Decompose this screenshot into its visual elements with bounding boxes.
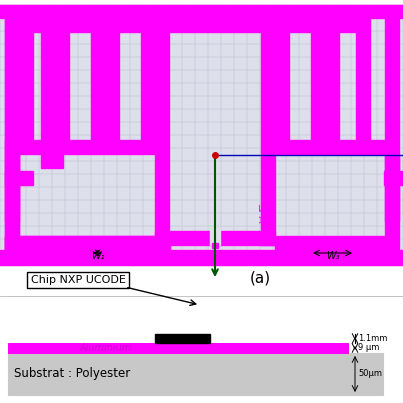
- Bar: [5, 154, 19, 221]
- Bar: [275, 32, 289, 140]
- Bar: [5, 171, 33, 185]
- Bar: [19, 18, 55, 32]
- Bar: [141, 32, 155, 140]
- Bar: [155, 32, 169, 245]
- Bar: [0, 296, 403, 403]
- Bar: [55, 32, 69, 140]
- Bar: [5, 18, 19, 250]
- Bar: [261, 32, 275, 245]
- Bar: [212, 243, 218, 248]
- Bar: [275, 236, 398, 250]
- Bar: [8, 343, 348, 353]
- Bar: [155, 334, 210, 343]
- Text: 50μm: 50μm: [358, 370, 382, 378]
- Bar: [0, 5, 403, 18]
- Bar: [91, 32, 105, 140]
- Bar: [210, 229, 220, 245]
- Bar: [41, 154, 63, 168]
- Bar: [5, 140, 155, 154]
- Bar: [105, 32, 119, 140]
- Text: Aluminium: Aluminium: [80, 343, 132, 353]
- Bar: [41, 140, 55, 154]
- Bar: [41, 32, 55, 140]
- Text: W₃: W₃: [326, 251, 339, 261]
- Bar: [5, 236, 170, 250]
- Bar: [325, 32, 339, 140]
- Text: Substrat : Polyester: Substrat : Polyester: [14, 368, 130, 380]
- Bar: [325, 18, 370, 32]
- Text: (a): (a): [249, 270, 270, 285]
- Text: Chip NXP UCODE: Chip NXP UCODE: [31, 275, 125, 285]
- Text: W₁: W₁: [91, 251, 104, 261]
- Bar: [105, 18, 155, 32]
- Bar: [5, 236, 170, 250]
- Bar: [275, 18, 325, 32]
- Bar: [384, 171, 403, 185]
- Bar: [8, 353, 383, 395]
- Bar: [356, 32, 370, 140]
- Bar: [55, 18, 105, 32]
- Bar: [0, 5, 403, 265]
- Bar: [385, 154, 399, 221]
- Bar: [275, 140, 385, 154]
- Bar: [311, 32, 325, 140]
- Bar: [385, 18, 399, 250]
- Bar: [19, 32, 33, 140]
- Text: 9 μm: 9 μm: [358, 343, 379, 353]
- Text: 1.1mm: 1.1mm: [358, 334, 387, 343]
- Bar: [155, 18, 275, 32]
- Bar: [5, 18, 19, 250]
- Text: W₂: W₂: [257, 205, 269, 214]
- Bar: [155, 231, 275, 245]
- Bar: [0, 250, 403, 265]
